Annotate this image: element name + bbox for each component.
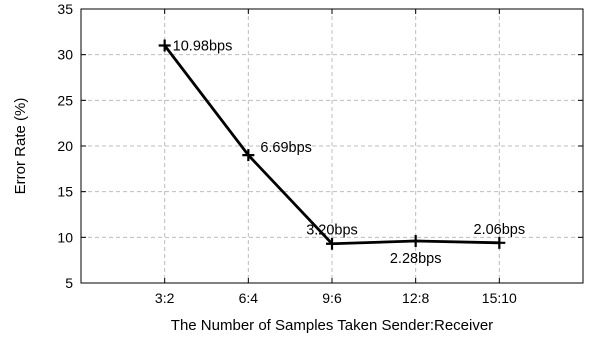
gridlines <box>81 9 583 283</box>
x-tick-label: 15:10 <box>482 290 517 306</box>
data-point-marker <box>493 236 506 249</box>
data-point-marker <box>409 234 422 247</box>
y-tick-label: 15 <box>57 184 73 200</box>
data-point-marker <box>326 237 338 250</box>
data-labels: 10.98bps 6.69bps 3.20bps 2.28bps 2.06bps <box>173 39 525 267</box>
x-tick-label: 9:6 <box>322 290 342 306</box>
data-label: 10.98bps <box>173 39 233 55</box>
series-line-group <box>158 39 506 250</box>
x-tick-label: 12:8 <box>402 290 429 306</box>
data-point-marker <box>242 149 255 162</box>
axis-ticks <box>81 8 583 284</box>
y-tick-label: 30 <box>57 47 73 63</box>
data-point-marker <box>158 39 171 52</box>
x-tick-label: 6:4 <box>239 290 259 306</box>
y-tick-label: 20 <box>57 138 73 154</box>
data-label: 6.69bps <box>260 140 312 156</box>
y-tick-label: 10 <box>57 229 73 245</box>
x-tick-labels: 3:2 6:4 9:6 12:8 15:10 <box>155 290 517 306</box>
data-label: 2.28bps <box>390 251 442 267</box>
x-tick-label: 3:2 <box>155 290 175 306</box>
y-tick-label: 35 <box>57 1 73 17</box>
data-label: 2.06bps <box>474 222 526 238</box>
y-tick-label: 5 <box>65 275 73 291</box>
y-tick-label: 25 <box>57 92 73 108</box>
x-axis-title: The Number of Samples Taken Sender:Recei… <box>171 317 493 334</box>
data-label: 3.20bps <box>306 223 358 239</box>
y-axis-title: Error Rate (%) <box>12 98 29 195</box>
y-tick-labels: 5 10 15 20 25 30 35 <box>57 1 73 291</box>
